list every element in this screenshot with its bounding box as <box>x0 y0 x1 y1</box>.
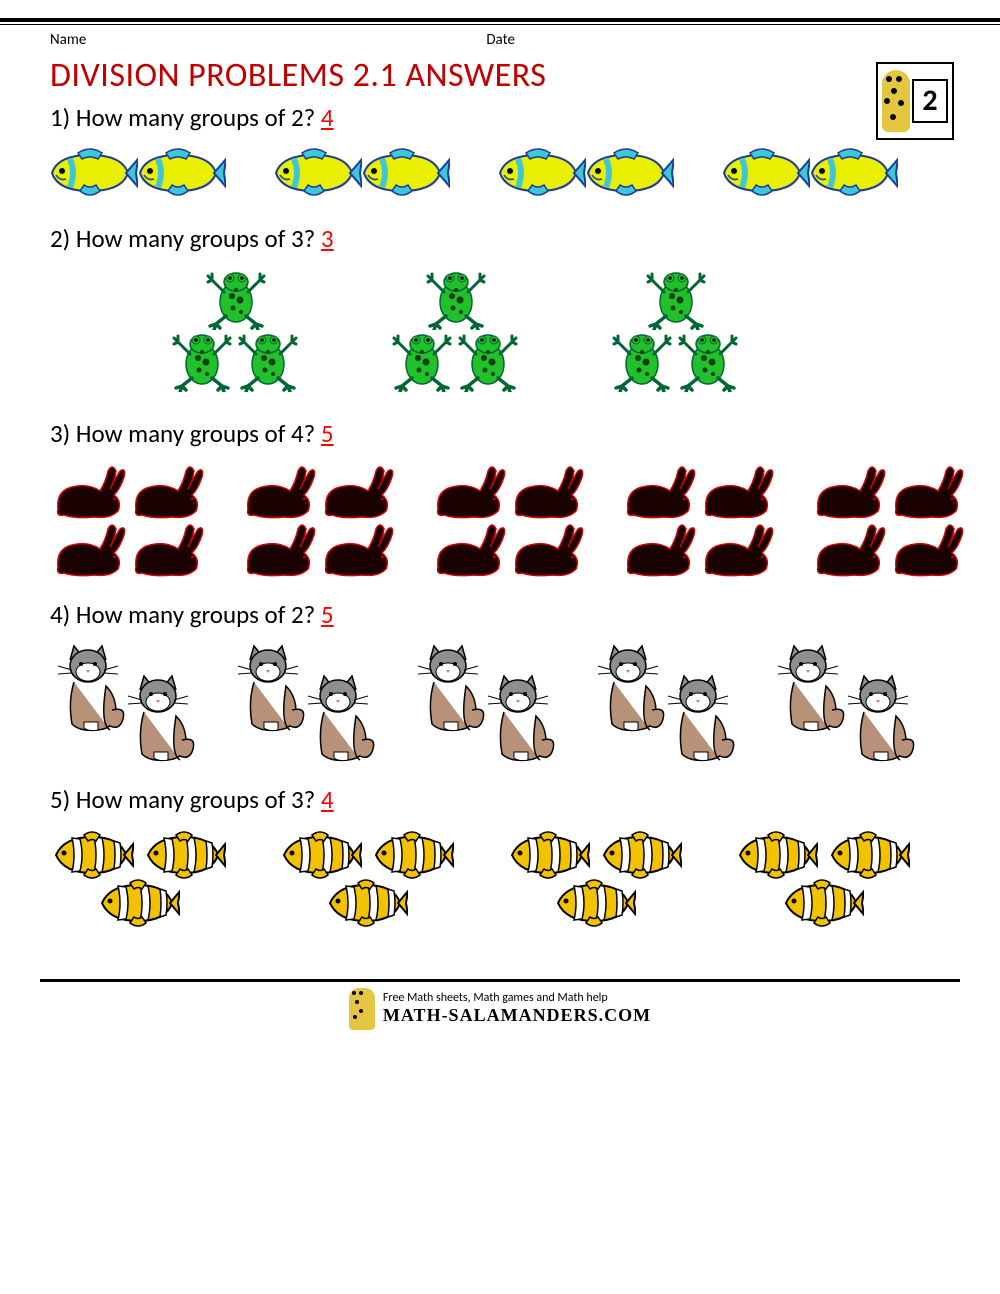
clownfish-icon <box>506 827 590 881</box>
question-number: 3) <box>50 418 70 449</box>
question-label: How many groups of 3? <box>76 784 315 815</box>
footer-tagline: Free Math sheets, Math games and Math he… <box>383 992 651 1005</box>
salamander-icon <box>349 988 375 1030</box>
rabbit-icon <box>810 461 888 519</box>
rabbit-icon <box>50 461 128 519</box>
question-text: 2) How many groups of 3? 3 <box>50 223 950 254</box>
question-text: 1) How many groups of 2? 4 <box>50 102 950 133</box>
rabbit-icon <box>888 519 966 577</box>
rabbit-icon <box>698 519 776 577</box>
clownfish-icon <box>598 827 682 881</box>
clownfish-icon <box>734 827 818 881</box>
frog-icon <box>238 328 298 392</box>
cat-icon <box>590 642 668 734</box>
question-label: How many groups of 2? <box>76 102 315 133</box>
rabbit-icon <box>888 461 966 519</box>
rabbit-icon <box>430 461 508 519</box>
grade-number: 2 <box>912 79 948 123</box>
frog-icon <box>678 328 738 392</box>
groups-row <box>50 262 950 406</box>
rabbit-icon <box>318 461 396 519</box>
clownfish-icon <box>552 875 636 929</box>
fish-icon <box>362 145 450 201</box>
clownfish-icon <box>826 827 910 881</box>
question-number: 4) <box>50 599 70 630</box>
fish-icon <box>50 145 138 201</box>
cat-icon <box>770 642 848 734</box>
clownfish-icon <box>50 827 134 881</box>
cat-icon <box>230 642 308 734</box>
fish-icon <box>722 145 810 201</box>
page-title: DIVISION PROBLEMS 2.1 ANSWERS <box>0 49 1000 98</box>
clownfish-icon <box>324 875 408 929</box>
cat-icon <box>480 672 558 764</box>
clownfish-icon <box>142 827 226 881</box>
question-label: How many groups of 2? <box>76 599 315 630</box>
groups-row <box>50 141 950 211</box>
fish-icon <box>138 145 226 201</box>
rabbit-icon <box>240 461 318 519</box>
groups-row <box>50 638 950 772</box>
rabbit-icon <box>508 519 586 577</box>
question-text: 3) How many groups of 4? 5 <box>50 418 950 449</box>
answer-value: 5 <box>321 418 334 449</box>
question-number: 1) <box>50 102 70 133</box>
problem-3: 3) How many groups of 4? 5 <box>0 414 1000 595</box>
fish-icon <box>810 145 898 201</box>
question-label: How many groups of 4? <box>76 418 315 449</box>
rabbit-icon <box>240 519 318 577</box>
rabbit-icon <box>128 519 206 577</box>
question-number: 2) <box>50 223 70 254</box>
cat-icon <box>300 672 378 764</box>
fish-icon <box>274 145 362 201</box>
clownfish-icon <box>278 827 362 881</box>
question-number: 5) <box>50 784 70 815</box>
footer: Free Math sheets, Math games and Math he… <box>40 979 960 1040</box>
cat-icon <box>410 642 488 734</box>
clownfish-icon <box>370 827 454 881</box>
salamander-icon <box>882 70 910 132</box>
rabbit-icon <box>430 519 508 577</box>
rabbit-icon <box>620 461 698 519</box>
frog-icon <box>612 328 672 392</box>
answer-value: 4 <box>321 784 334 815</box>
frog-icon <box>458 328 518 392</box>
footer-brand: MATH-SALAMANDERS.COM <box>383 1005 651 1026</box>
problem-1: 1) How many groups of 2? 4 <box>0 98 1000 219</box>
rabbit-icon <box>50 519 128 577</box>
question-label: How many groups of 3? <box>76 223 315 254</box>
fish-icon <box>586 145 674 201</box>
date-label: Date <box>486 31 515 49</box>
groups-row <box>50 823 950 947</box>
cat-icon <box>120 672 198 764</box>
rabbit-icon <box>810 519 888 577</box>
frog-icon <box>206 266 266 330</box>
rabbit-icon <box>508 461 586 519</box>
cat-icon <box>50 642 128 734</box>
rabbit-icon <box>128 461 206 519</box>
problem-4: 4) How many groups of 2? 5 <box>0 595 1000 780</box>
problem-2: 2) How many groups of 3? 3 <box>0 219 1000 414</box>
name-label: Name <box>50 31 86 49</box>
question-text: 4) How many groups of 2? 5 <box>50 599 950 630</box>
problem-5: 5) How many groups of 3? 4 <box>0 780 1000 955</box>
fish-icon <box>498 145 586 201</box>
frog-icon <box>392 328 452 392</box>
rabbit-icon <box>620 519 698 577</box>
answer-value: 4 <box>321 102 334 133</box>
clownfish-icon <box>780 875 864 929</box>
frog-icon <box>426 266 486 330</box>
clownfish-icon <box>96 875 180 929</box>
question-text: 5) How many groups of 3? 4 <box>50 784 950 815</box>
groups-row <box>50 457 950 587</box>
frog-icon <box>646 266 706 330</box>
rabbit-icon <box>318 519 396 577</box>
answer-value: 5 <box>321 599 334 630</box>
rabbit-icon <box>698 461 776 519</box>
cat-icon <box>660 672 738 764</box>
grade-logo: 2 <box>876 62 954 140</box>
cat-icon <box>840 672 918 764</box>
frog-icon <box>172 328 232 392</box>
answer-value: 3 <box>321 223 334 254</box>
